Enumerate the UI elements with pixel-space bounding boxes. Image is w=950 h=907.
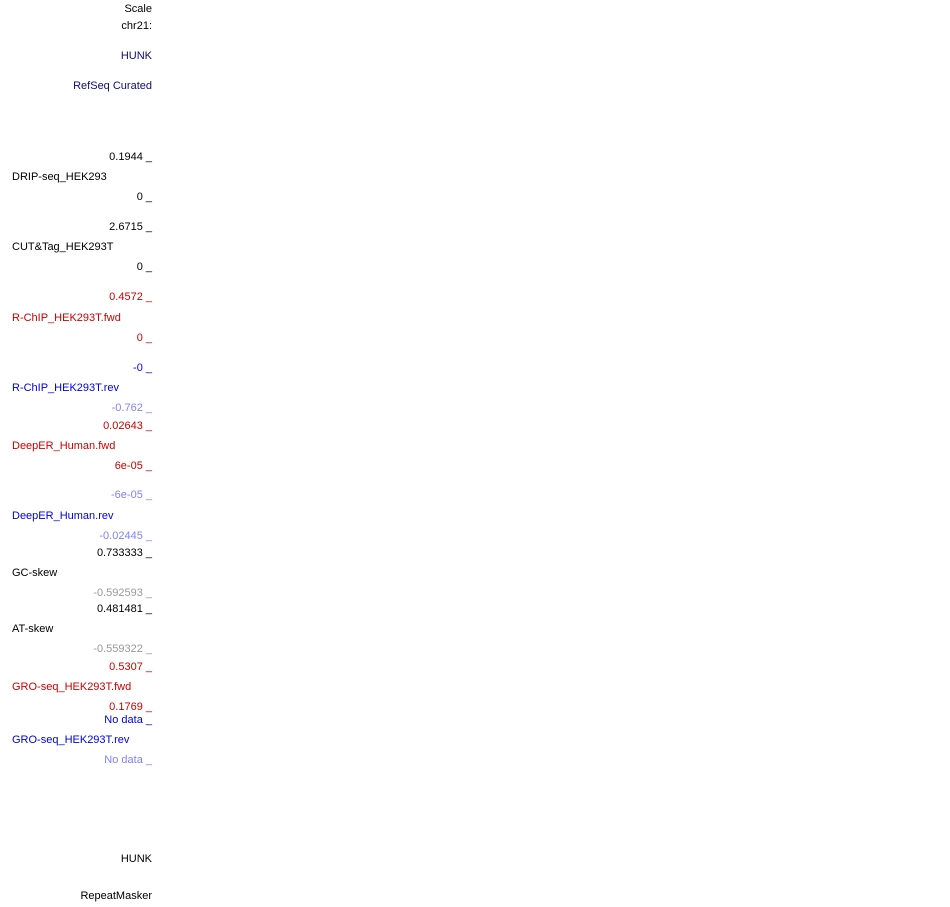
track-max-tick: -6e-05 _ bbox=[111, 489, 152, 501]
track-max-tick: 2.6715 _ bbox=[109, 221, 152, 233]
track-max-tick: No data _ bbox=[104, 714, 152, 726]
track-label[interactable]: GRO-seq_HEK293T.fwd bbox=[12, 681, 132, 693]
chromosome-label: chr21: bbox=[121, 20, 152, 32]
track-label[interactable]: DRIP-seq_HEK293 bbox=[12, 171, 107, 183]
track-min-tick: -0.559322 _ bbox=[93, 643, 152, 655]
track-max-tick: 0.02643 _ bbox=[103, 420, 152, 432]
track-label[interactable]: DeepER_Human.rev bbox=[12, 510, 114, 522]
track-label[interactable]: R-ChIP_HEK293T.fwd bbox=[12, 312, 121, 324]
track-max-tick: 0.481481 _ bbox=[96, 603, 152, 615]
refseq-gene-label-hunk[interactable]: HUNK bbox=[120, 50, 152, 62]
track-min-tick: No data _ bbox=[104, 754, 152, 766]
track-label[interactable]: AT-skew bbox=[12, 623, 54, 635]
track-min-tick: 0 _ bbox=[136, 332, 152, 344]
refseq-curated-track-label[interactable]: RefSeq Curated bbox=[73, 80, 152, 92]
track-max-tick: 0.733333 _ bbox=[96, 547, 152, 559]
track-min-tick: -0.592593 _ bbox=[93, 587, 152, 599]
track-label[interactable]: DeepER_Human.fwd bbox=[12, 440, 116, 452]
track-label[interactable]: GC-skew bbox=[12, 567, 58, 579]
track-max-tick: 0.4572 _ bbox=[109, 291, 152, 303]
track-max-tick: 0.5307 _ bbox=[109, 661, 152, 673]
track-min-tick: -0.762 _ bbox=[111, 402, 152, 414]
track-min-tick: 0 _ bbox=[136, 261, 152, 273]
track-min-tick: 6e-05 _ bbox=[114, 460, 152, 472]
repeatmasker-track-label[interactable]: RepeatMasker bbox=[80, 890, 152, 902]
track-label[interactable]: R-ChIP_HEK293T.rev bbox=[12, 382, 119, 394]
track-max-tick: 0.1944 _ bbox=[109, 151, 152, 163]
track-min-tick: -0.02445 _ bbox=[99, 530, 152, 542]
track-label[interactable]: CUT&Tag_HEK293T bbox=[12, 241, 114, 253]
scale-label: Scale bbox=[124, 3, 152, 15]
track-label[interactable]: GRO-seq_HEK293T.rev bbox=[12, 734, 130, 746]
track-min-tick: 0.1769 _ bbox=[109, 701, 152, 713]
track-max-tick: -0 _ bbox=[133, 362, 152, 374]
gene-label-hunk-bottom[interactable]: HUNK bbox=[120, 853, 152, 865]
track-min-tick: 0 _ bbox=[136, 191, 152, 203]
